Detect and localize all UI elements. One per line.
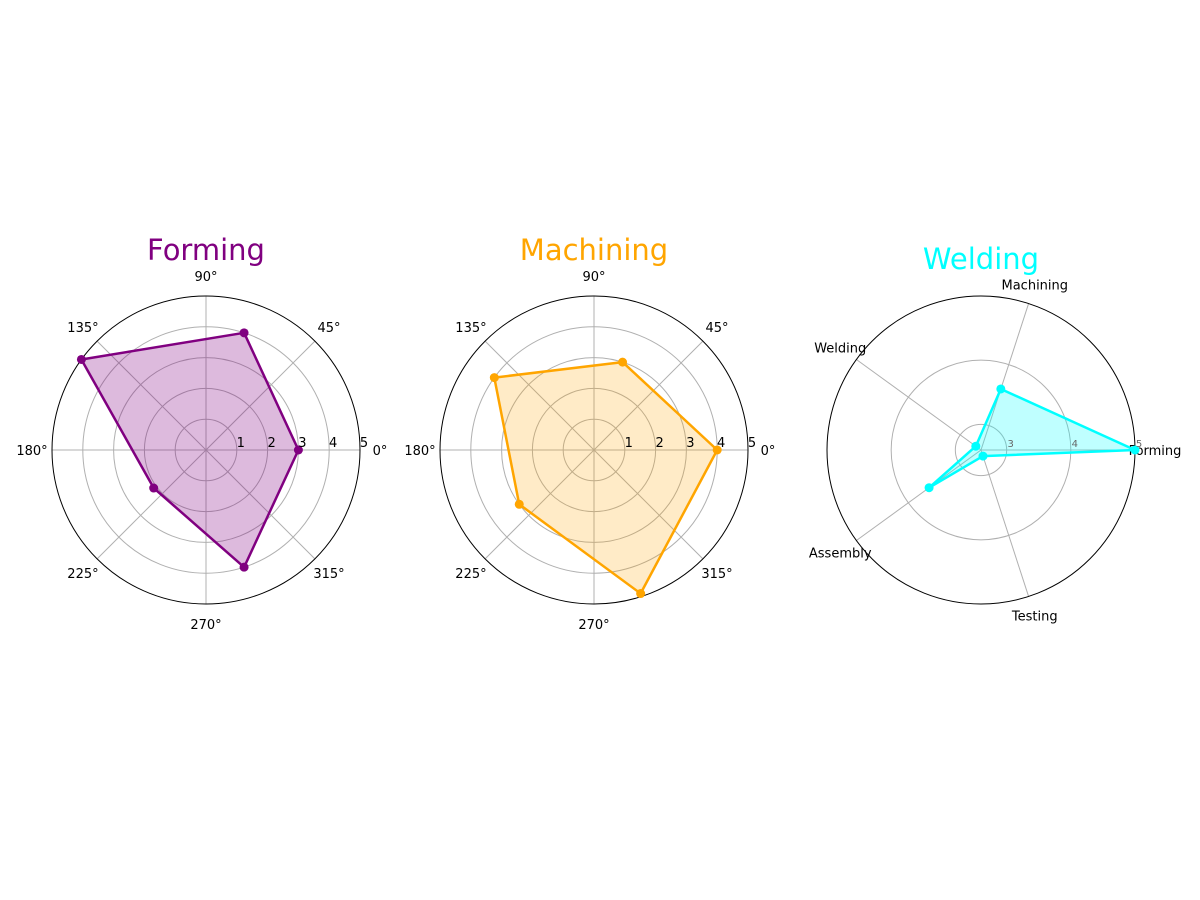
machining-spoke-135: [484, 340, 595, 451]
machining-point-1: [618, 357, 628, 367]
forming-theta-label-315: 315°: [313, 567, 344, 582]
forming-spoke-315: [205, 449, 316, 560]
machining-point-2: [489, 373, 499, 383]
forming-line: [80, 331, 300, 569]
welding-category-label-2: Welding: [814, 342, 866, 357]
forming-point-2: [76, 354, 86, 364]
forming-radar-panel: Forming 0° 45° 90° 135° 180° 225° 270° 315° 1 2 3 4…: [16, 233, 387, 633]
welding-point-2: [971, 441, 981, 451]
welding-r-label-4: 4: [1072, 439, 1078, 450]
welding-category-label-4: Testing: [1011, 609, 1058, 624]
machining-theta-label-135: 135°: [455, 321, 486, 336]
machining-theta-label-0: 0°: [761, 444, 776, 459]
forming-theta-label-45: 45°: [318, 321, 341, 336]
forming-r-label-2: 2: [267, 436, 275, 451]
forming-r-label-4: 4: [329, 436, 337, 451]
forming-theta-label-225: 225°: [67, 567, 98, 582]
forming-spoke-135: [96, 340, 207, 451]
machining-r-label-1: 1: [625, 436, 633, 451]
welding-r-label-5: 5: [1136, 439, 1142, 450]
welding-title: Welding: [923, 242, 1039, 276]
machining-frame: [439, 295, 749, 605]
welding-spoke-288: [980, 449, 1030, 597]
welding-category-label-3: Assembly: [809, 546, 872, 561]
machining-area: [494, 362, 718, 594]
forming-r-label-5: 5: [360, 436, 368, 451]
machining-theta-label-270: 270°: [578, 618, 609, 633]
machining-spoke-45: [593, 340, 704, 451]
machining-theta-label-225: 225°: [455, 567, 486, 582]
machining-r-label-3: 3: [686, 436, 694, 451]
welding-spoke-144: [856, 359, 982, 451]
forming-theta-label-90: 90°: [194, 270, 217, 285]
welding-grid: [826, 295, 1136, 605]
machining-theta-label-90: 90°: [582, 270, 605, 285]
forming-point-1: [239, 328, 249, 338]
forming-theta-label-135: 135°: [67, 321, 98, 336]
machining-title: Machining: [520, 233, 668, 267]
welding-category-label-0: Forming: [1129, 444, 1182, 459]
welding-point-3: [924, 483, 934, 493]
forming-grid: [51, 295, 361, 605]
forming-r-label-1: 1: [237, 436, 245, 451]
machining-theta-label-315: 315°: [701, 567, 732, 582]
forming-r-label-3: 3: [298, 436, 306, 451]
machining-r-label-2: 2: [655, 436, 663, 451]
machining-spoke-225: [484, 449, 595, 560]
welding-r-label-3: 3: [1007, 439, 1013, 450]
forming-spoke-45: [205, 340, 316, 451]
forming-title: Forming: [147, 233, 265, 267]
welding-area: [929, 389, 1135, 488]
forming-theta-label-0: 0°: [373, 444, 388, 459]
welding-line: [927, 387, 1137, 489]
forming-spoke-225: [96, 449, 207, 560]
forming-theta-label-180: 180°: [16, 444, 47, 459]
machining-radar-panel: Machining 0° 45° 90° 135° 180° 225° 270° 315° 1 2…: [404, 233, 775, 633]
machining-spoke-315: [593, 449, 704, 560]
machining-r-label-5: 5: [748, 436, 756, 451]
machining-theta-label-45: 45°: [706, 321, 729, 336]
welding-point-1: [996, 384, 1006, 394]
welding-category-label-1: Machining: [1002, 279, 1069, 294]
machining-theta-label-180: 180°: [404, 444, 435, 459]
machining-r-label-4: 4: [717, 436, 725, 451]
welding-spoke-216: [856, 449, 982, 541]
forming-point-3: [149, 483, 159, 493]
machining-point-4: [636, 589, 646, 599]
machining-line: [493, 360, 719, 595]
machining-point-3: [514, 499, 524, 509]
forming-frame: [51, 295, 361, 605]
welding-radar-panel: Welding Forming Machining Welding Assembly T…: [809, 242, 1182, 624]
machining-point-0: [712, 445, 722, 455]
forming-point-4: [239, 562, 249, 572]
welding-spoke-72: [980, 303, 1030, 451]
forming-point-0: [293, 445, 303, 455]
welding-point-4: [978, 451, 988, 461]
forming-theta-label-270: 270°: [190, 618, 221, 633]
forming-area: [81, 332, 299, 568]
welding-point-0: [1130, 445, 1140, 455]
